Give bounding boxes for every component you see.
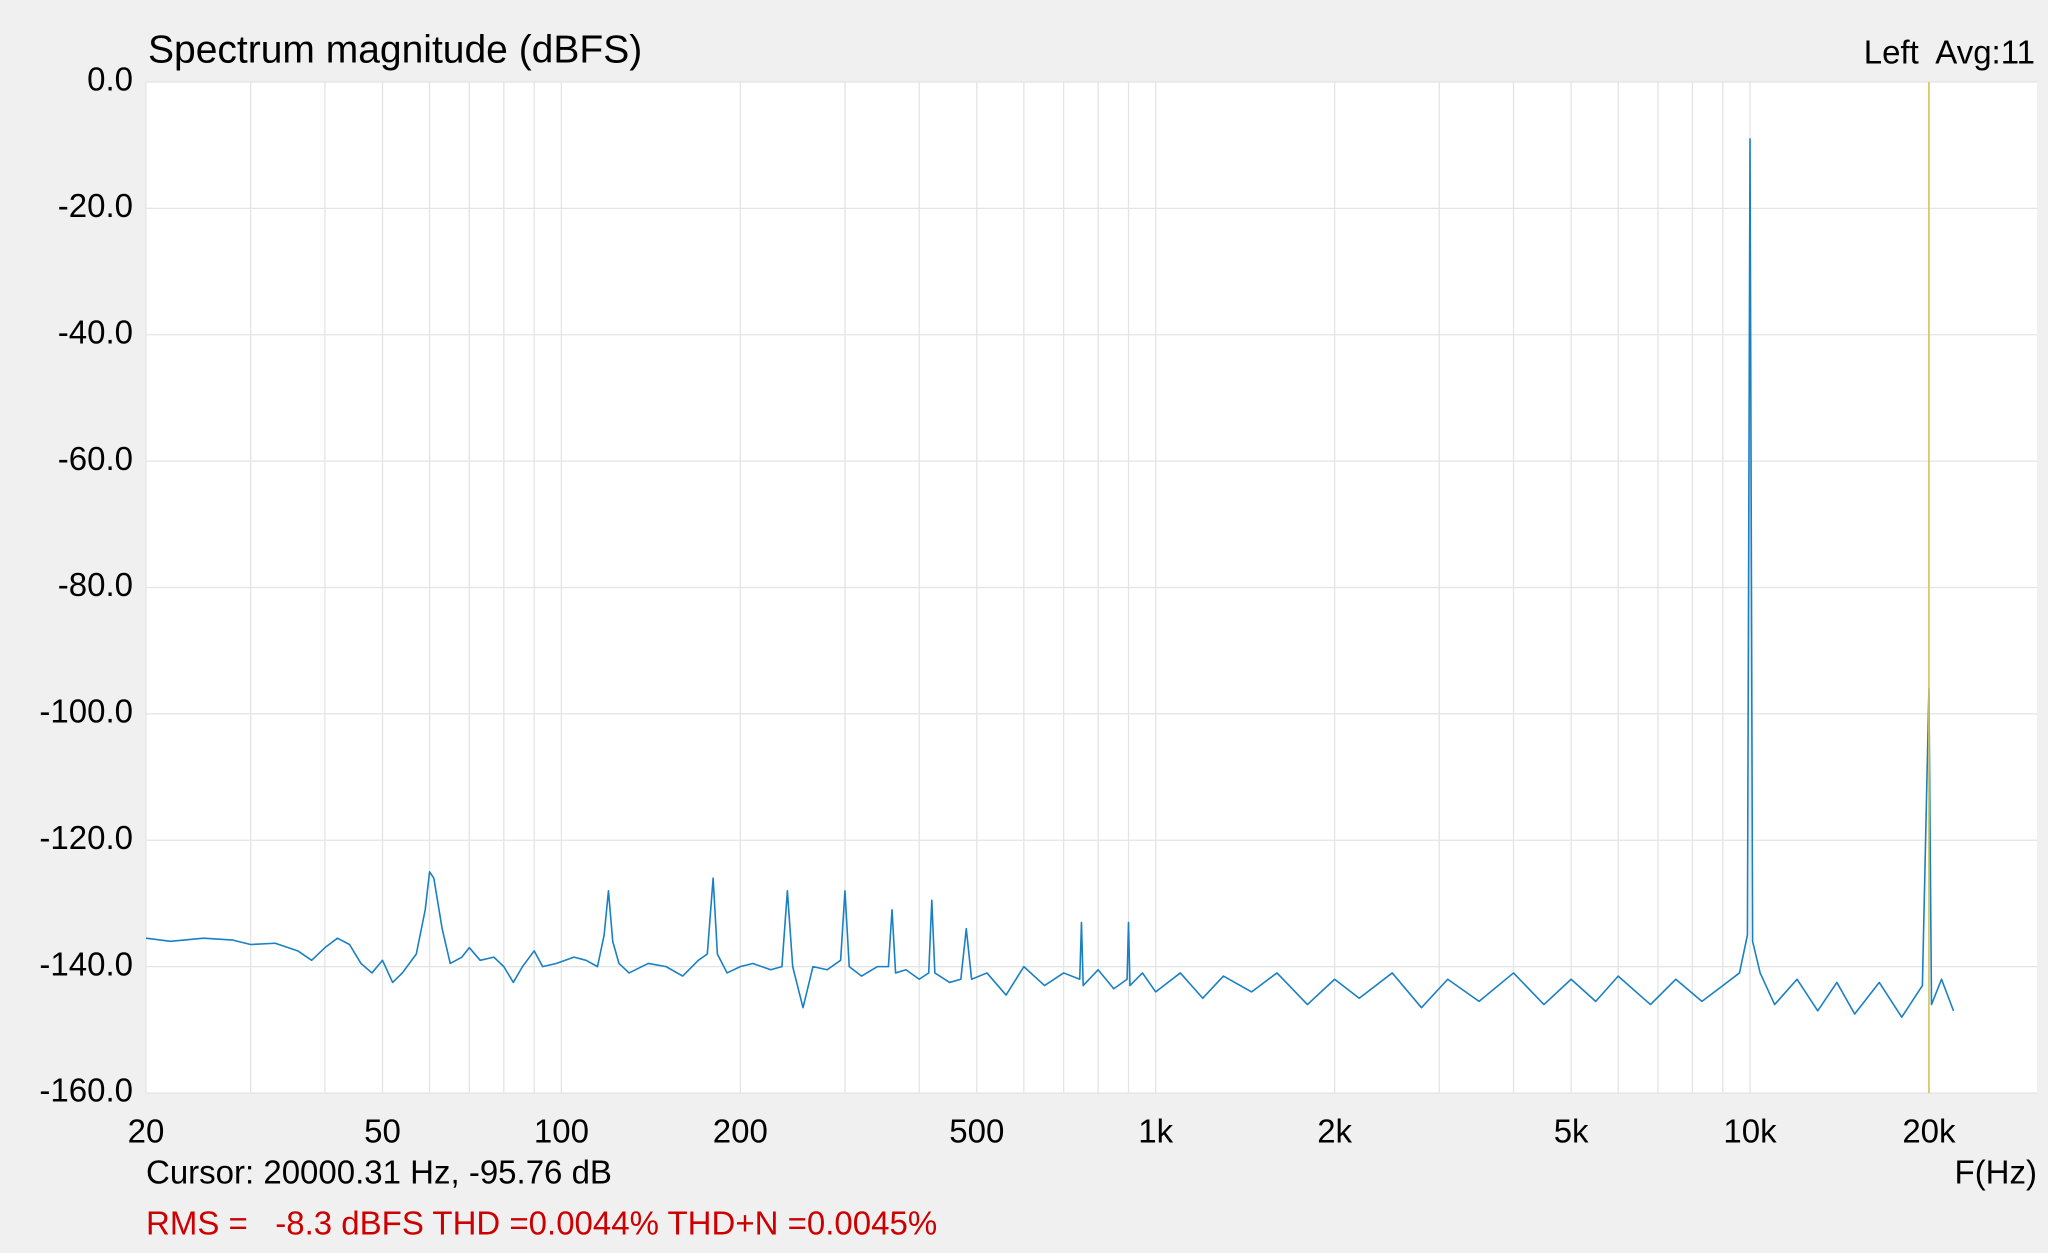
x-tick-label: 100: [534, 1113, 589, 1150]
cursor-readout: Cursor: 20000.31 Hz, -95.76 dB: [146, 1154, 612, 1191]
x-tick-label: 20k: [1902, 1113, 1956, 1150]
spectrum-line: [145, 138, 1955, 1018]
y-tick-label: -40.0: [58, 313, 133, 350]
channel-label: Left Avg:11: [1864, 34, 2035, 71]
x-tick-label: 500: [949, 1113, 1004, 1150]
chart-title: Spectrum magnitude (dBFS): [148, 28, 642, 71]
stats-readout: RMS = -8.3 dBFS THD =0.0044% THD+N =0.00…: [146, 1205, 937, 1242]
y-tick-label: -120.0: [39, 819, 133, 856]
x-tick-label: 2k: [1317, 1113, 1352, 1150]
x-tick-label: 10k: [1723, 1113, 1777, 1150]
x-tick-label: 20: [128, 1113, 165, 1150]
y-tick-label: -60.0: [58, 440, 133, 477]
x-tick-label: 50: [364, 1113, 401, 1150]
y-tick-label: -140.0: [39, 945, 133, 982]
y-tick-label: -100.0: [39, 693, 133, 730]
y-tick-label: -80.0: [58, 566, 133, 603]
x-tick-label: 5k: [1554, 1113, 1589, 1150]
x-axis-label: F(Hz): [1955, 1154, 2037, 1191]
y-tick-label: 0.0: [87, 61, 133, 98]
x-tick-label: 200: [713, 1113, 768, 1150]
y-tick-label: -160.0: [39, 1072, 133, 1109]
x-tick-label: 1k: [1138, 1113, 1173, 1150]
y-tick-label: -20.0: [58, 187, 133, 224]
